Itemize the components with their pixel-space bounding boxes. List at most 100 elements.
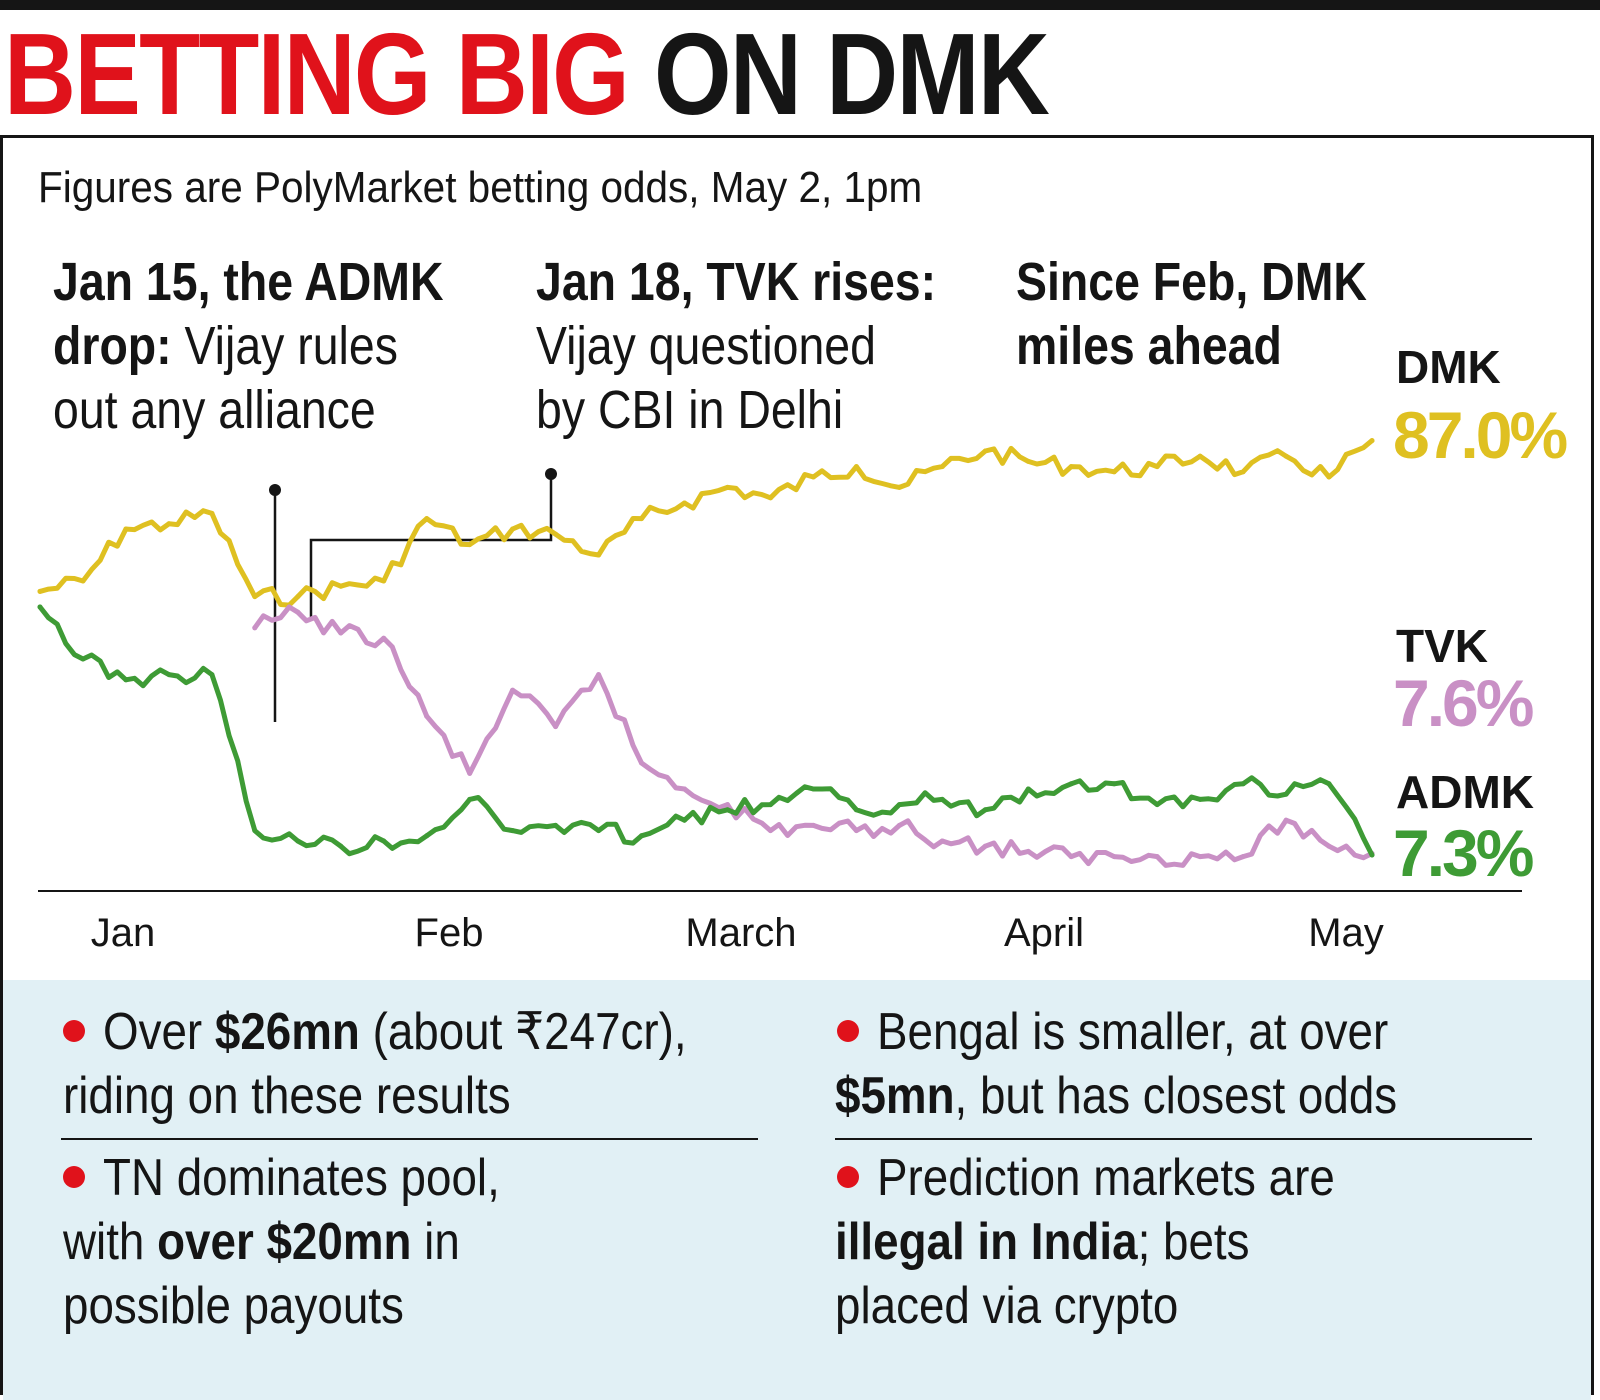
- data-point-tvk: [510, 687, 516, 693]
- data-point-dmk: [1326, 474, 1332, 480]
- annotation-1-text-line2: Vijay rules: [171, 316, 398, 376]
- annotation-3-bold-line2: miles ahead: [1016, 316, 1282, 376]
- fact-divider-left: [61, 1138, 758, 1140]
- fact-4-line2: illegal in India; bets: [835, 1210, 1250, 1274]
- data-point-dmk: [682, 500, 687, 506]
- series-value-tvk: 7.6%: [1393, 666, 1533, 740]
- data-point-dmk: [424, 516, 430, 522]
- fact-2-post: in: [411, 1213, 460, 1271]
- annotation-1-bold-line2: drop:: [53, 316, 172, 376]
- data-point-admk: [768, 802, 773, 808]
- data-point-admk: [725, 807, 730, 813]
- data-point-dmk: [1154, 464, 1160, 470]
- data-point-admk: [510, 828, 516, 834]
- data-point-admk: [553, 822, 559, 828]
- annotation-2-text-line3: by CBI in Delhi: [536, 380, 844, 440]
- data-point-tvk: [1025, 848, 1031, 854]
- data-point-tvk: [853, 828, 859, 834]
- fact-1-post: (about ₹247cr),: [359, 1003, 687, 1061]
- x-tick-label-may: May: [1308, 911, 1384, 955]
- annotation-2-text-line2: Vijay questioned: [536, 316, 876, 376]
- data-point-dmk: [1068, 464, 1074, 470]
- data-point-dmk: [896, 484, 902, 490]
- data-point-dmk: [1025, 458, 1031, 464]
- headline: BETTING BIG ON DMK: [4, 9, 1050, 139]
- headline-red-part: BETTING BIG: [4, 9, 630, 139]
- data-point-admk: [853, 807, 859, 813]
- data-point-dmk: [295, 594, 301, 600]
- data-point-tvk: [381, 635, 387, 641]
- data-point-tvk: [596, 672, 602, 678]
- series-name-admk: ADMK: [1396, 766, 1534, 818]
- data-point-admk: [252, 828, 258, 834]
- data-point-dmk: [209, 510, 215, 516]
- data-point-tvk: [1197, 854, 1203, 860]
- data-point-dmk: [553, 531, 559, 537]
- data-point-dmk: [80, 578, 86, 584]
- data-point-tvk: [768, 828, 773, 834]
- data-point-admk: [982, 807, 988, 813]
- x-tick-label-feb: Feb: [415, 911, 484, 955]
- data-point-tvk: [1111, 854, 1117, 860]
- data-point-admk: [123, 677, 129, 683]
- data-point-dmk: [37, 588, 43, 594]
- fact-3-bold: $5mn: [835, 1067, 955, 1125]
- x-axis-tick-labels: Jan Feb March April May: [91, 911, 1384, 955]
- annotation-admk-drop: Jan 15, the ADMK drop: Vijay rules out a…: [53, 250, 444, 442]
- data-point-admk: [467, 796, 473, 802]
- data-point-dmk: [596, 552, 602, 558]
- fact-2-pre: with: [63, 1213, 158, 1271]
- fact-4-line3: placed via crypto: [835, 1277, 1179, 1335]
- data-point-admk: [1068, 781, 1074, 787]
- data-point-dmk: [725, 484, 730, 490]
- bullet-icon: [63, 1020, 85, 1042]
- data-point-admk: [1240, 781, 1246, 787]
- fact-4-bold: illegal in India: [835, 1213, 1138, 1271]
- annotation-1-bold-line1: Jan 15, the ADMK: [53, 252, 444, 312]
- data-point-dmk: [338, 583, 344, 589]
- data-point-dmk: [853, 464, 859, 470]
- fact-3-line2: $5mn, but has closest odds: [835, 1064, 1397, 1128]
- data-point-tvk: [810, 822, 816, 828]
- data-point-tvk: [896, 822, 902, 828]
- data-point-admk: [424, 833, 430, 839]
- annotation-callouts: [269, 468, 557, 722]
- fact-4-post: ; bets: [1137, 1213, 1250, 1271]
- fact-divider-right: [835, 1138, 1532, 1140]
- data-point-tvk: [553, 724, 559, 730]
- data-point-admk: [338, 843, 344, 849]
- data-point-dmk: [467, 542, 473, 548]
- annotation-1-text-line3: out any alliance: [53, 380, 376, 440]
- data-point-admk: [209, 672, 215, 678]
- data-point-tvk: [1240, 854, 1246, 860]
- fact-1-pre: Over: [103, 1003, 215, 1061]
- fact-1-bold: $26mn: [214, 1003, 360, 1061]
- data-point-admk: [381, 838, 387, 844]
- data-point-tvk: [1283, 817, 1289, 823]
- data-point-admk: [682, 817, 687, 823]
- callout-dot-admk: [269, 484, 281, 496]
- facts-panel: Over $26mn (about ₹247cr), riding on the…: [3, 980, 1591, 1400]
- fact-2-line3: possible payouts: [63, 1277, 404, 1335]
- x-tick-label-march: March: [685, 911, 796, 955]
- data-point-admk: [1326, 781, 1332, 787]
- bullet-icon: [837, 1020, 859, 1042]
- data-point-admk: [37, 604, 43, 610]
- series-line-dmk: [37, 438, 1375, 608]
- fact-4-line1: Prediction markets are: [877, 1149, 1335, 1207]
- data-point-tvk: [639, 760, 644, 766]
- data-point-admk: [1283, 791, 1289, 797]
- data-point-tvk: [1154, 854, 1160, 860]
- series-value-admk: 7.3%: [1393, 816, 1533, 890]
- top-rule: [0, 0, 1600, 10]
- data-point-admk: [596, 828, 602, 834]
- data-point-admk: [1111, 781, 1117, 787]
- bullet-icon: [63, 1166, 85, 1188]
- data-point-dmk: [510, 526, 516, 532]
- annotation-dmk-ahead: Since Feb, DMK miles ahead: [1016, 250, 1367, 378]
- data-point-tvk: [725, 802, 730, 808]
- data-point-dmk: [939, 464, 945, 470]
- data-point-dmk: [252, 594, 258, 600]
